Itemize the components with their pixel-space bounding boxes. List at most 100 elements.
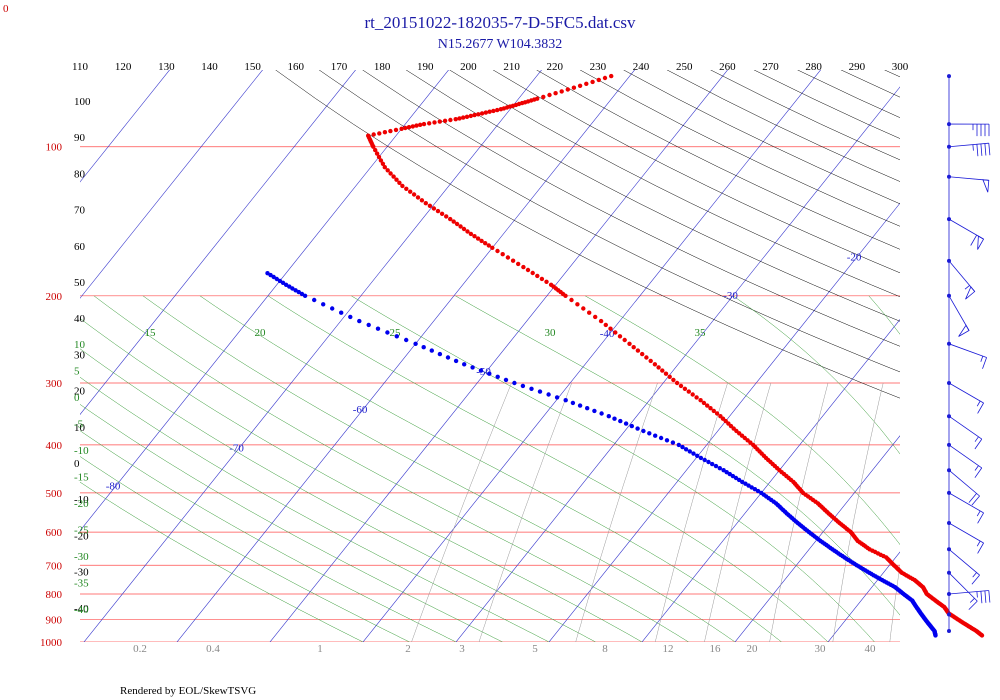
wind-barb-half <box>974 436 979 442</box>
temperature-point <box>648 358 653 364</box>
moist-adiabat-line <box>80 318 643 642</box>
temperature-point <box>376 154 382 160</box>
temperature-point <box>451 219 456 224</box>
wind-barb-half <box>976 400 981 407</box>
dewpoint-point <box>357 318 362 324</box>
moist-adiabat-line <box>142 295 736 642</box>
pressure-tick-label: 900 <box>46 614 63 626</box>
isotherm-line <box>913 37 1000 653</box>
corner-label: 0 <box>3 3 9 15</box>
pressure-tick-label: 700 <box>46 560 63 572</box>
wind-barb-half <box>969 598 975 603</box>
temperature-point <box>414 123 419 128</box>
axis-labels: 1002003004005006007008009001000-80-70-60… <box>40 61 909 655</box>
potential-temp-top-label: 230 <box>590 61 607 73</box>
moist-adiabat-label: 30 <box>545 327 557 339</box>
potential-temp-top-label: 150 <box>244 61 261 73</box>
pressure-tick-label: 600 <box>46 527 63 539</box>
moist-adiabat-line <box>267 295 829 642</box>
temperature-point <box>437 119 442 124</box>
temperature-point <box>388 128 393 134</box>
dewpoint-point <box>710 461 715 467</box>
wind-barb-full <box>984 590 987 603</box>
dewpoint-point <box>623 421 629 426</box>
theta-left-label: 30 <box>74 349 86 361</box>
theta-left-label: 100 <box>74 96 91 108</box>
potential-temp-top-label: 240 <box>633 61 650 73</box>
wind-barb-full <box>971 574 980 585</box>
potential-temp-top-label: 220 <box>546 61 563 73</box>
moist-adiabat-left-label: -40 <box>74 604 89 616</box>
temperature-point <box>663 371 669 376</box>
mixing-ratio-label: 5 <box>532 643 538 655</box>
theta-left-label: -20 <box>74 530 89 542</box>
temperature-point <box>609 73 614 79</box>
dewpoint-point <box>429 348 434 353</box>
isotherm-line <box>80 70 170 183</box>
potential-temp-top-label: 140 <box>201 61 218 73</box>
moist-adiabat-line <box>455 295 900 616</box>
temperature-point <box>603 322 608 328</box>
mixing-ratio-label: 12 <box>663 643 674 655</box>
temperature-point <box>674 380 680 386</box>
chart-title: rt_20151022-182035-7-D-5FC5.dat.csv <box>364 13 636 32</box>
mixing-ratio-label: 20 <box>747 643 759 655</box>
dewpoint-point <box>404 337 409 343</box>
temperature-point <box>559 89 564 94</box>
mixing-ratio-label: 2 <box>405 643 411 655</box>
isotherm-label: -20 <box>847 252 862 264</box>
dewpoint-point <box>676 442 681 448</box>
dry-adiabat-line <box>362 70 900 347</box>
dry-adiabat-line <box>492 70 900 274</box>
wind-barb-half <box>980 355 984 362</box>
wind-barb-half <box>976 510 981 517</box>
wind-barb-full <box>977 542 984 554</box>
temperature-point <box>378 158 384 163</box>
mixing-ratio-label: 8 <box>602 643 608 655</box>
dewpoint-point <box>453 358 459 364</box>
moist-adiabat-line <box>732 295 900 455</box>
dewpoint-point <box>698 455 704 461</box>
dewpoint-point <box>287 284 292 289</box>
wind-barb-shaft <box>948 549 980 576</box>
isotherm-line <box>0 37 10 653</box>
isotherm-label: -40 <box>600 328 615 340</box>
temperature-point <box>505 255 511 260</box>
pressure-tick-label: 500 <box>46 488 63 500</box>
temperature-point <box>544 279 549 284</box>
temperature-point <box>394 177 399 182</box>
isotherm-label: -80 <box>106 480 121 492</box>
wind-barb-shaft <box>948 444 983 469</box>
temperature-point <box>686 389 691 394</box>
wind-barb-full <box>984 143 987 156</box>
isotherm-line <box>80 70 356 415</box>
chart-subtitle: N15.2677 W104.3832 <box>438 37 563 52</box>
theta-left-label: -40 <box>74 603 89 615</box>
temperature-point <box>404 186 409 191</box>
isotherm-line <box>455 86 900 642</box>
potential-temp-top-label: 280 <box>805 61 822 73</box>
dewpoint-point <box>554 395 560 400</box>
dewpoint-point <box>520 383 526 389</box>
dewpoint-point <box>487 371 492 376</box>
sounding-traces <box>265 73 985 638</box>
temperature-point <box>448 216 453 222</box>
pressure-tick-label: 400 <box>46 440 63 452</box>
temperature-point <box>423 201 428 206</box>
temperature-point <box>581 306 586 311</box>
wind-barb-shaft <box>948 260 976 292</box>
temperature-point <box>652 362 658 367</box>
temperature-point <box>577 83 583 89</box>
temperature-point <box>397 180 402 185</box>
wind-barb-half <box>976 540 981 547</box>
dewpoint-point <box>563 398 568 403</box>
moist-adiabat-line <box>80 481 364 642</box>
pressure-tick-label: 1000 <box>40 637 63 649</box>
dry-adiabat-line <box>982 37 1000 653</box>
mixing-ratio-line <box>478 382 572 642</box>
dewpoint-point <box>348 314 353 320</box>
temperature-point <box>399 126 404 131</box>
temperature-point <box>622 337 627 343</box>
temperature-point <box>547 92 552 98</box>
